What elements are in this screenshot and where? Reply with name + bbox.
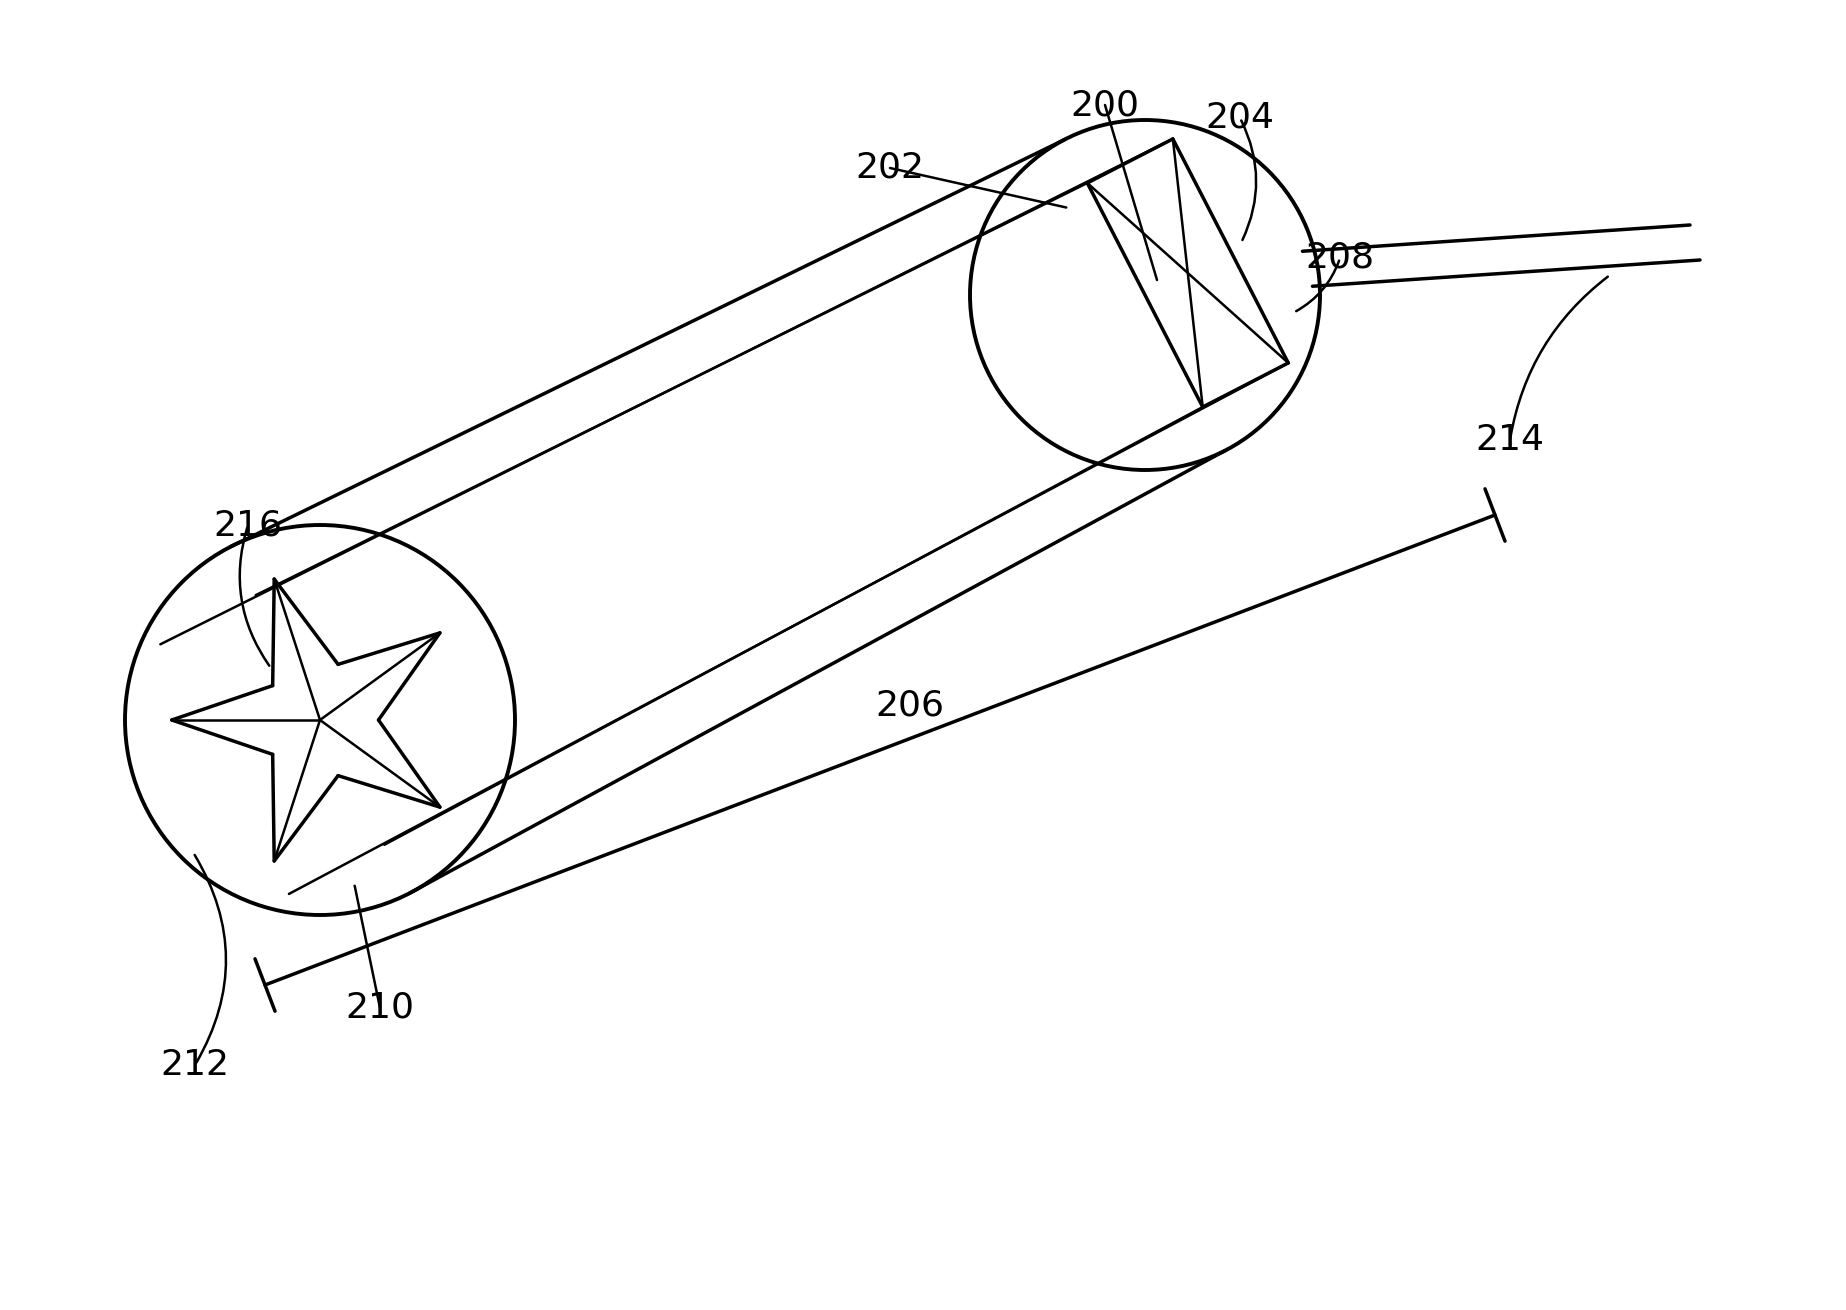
Text: 200: 200 xyxy=(1071,88,1139,122)
Text: 212: 212 xyxy=(161,1048,229,1082)
Text: 210: 210 xyxy=(345,990,415,1024)
Text: 206: 206 xyxy=(875,688,945,722)
FancyArrowPatch shape xyxy=(194,855,225,1062)
Text: 216: 216 xyxy=(214,508,282,542)
FancyArrowPatch shape xyxy=(1510,276,1608,438)
FancyArrowPatch shape xyxy=(1296,261,1338,312)
Text: 204: 204 xyxy=(1205,101,1274,135)
FancyArrowPatch shape xyxy=(240,528,270,665)
Text: 202: 202 xyxy=(855,151,925,185)
Text: 214: 214 xyxy=(1475,423,1545,457)
FancyArrowPatch shape xyxy=(1241,121,1255,240)
Text: 208: 208 xyxy=(1305,241,1375,275)
